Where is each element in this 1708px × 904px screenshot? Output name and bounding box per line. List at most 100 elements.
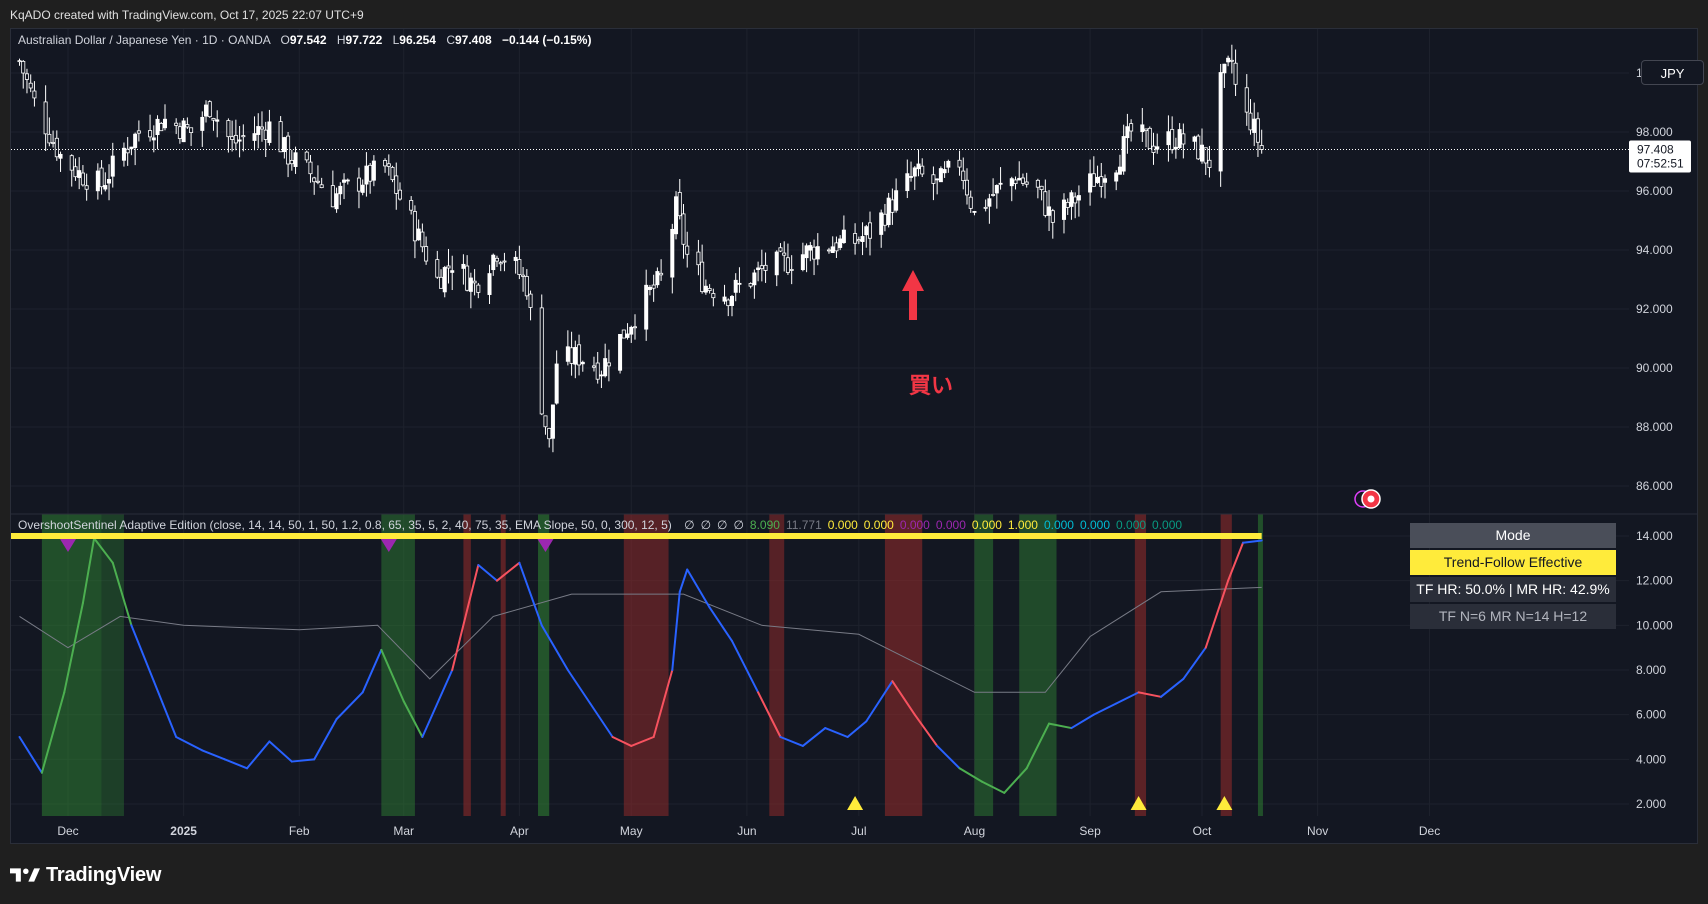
symbol-legend[interactable]: Australian Dollar / Japanese Yen · 1D · … [18,33,591,47]
osc-tick-label: 12.000 [1636,574,1673,588]
trend-zone [974,514,994,816]
oscillator-segment [611,736,633,747]
up-candle [909,176,914,178]
down-candle [312,177,317,183]
down-candle [1181,133,1186,145]
up-candle [905,173,910,192]
oscillator-segment [1204,579,1230,649]
oscillator-segment [936,744,961,770]
down-candle [1229,59,1234,62]
indicator-title[interactable]: OvershootSentinel Adaptive Edition (clos… [18,518,672,532]
down-candle [826,249,831,252]
down-candle [241,135,246,138]
oscillator-segment [313,718,338,761]
oscillator-segment [708,606,733,642]
down-candle [17,60,22,63]
up-candle [162,118,167,129]
up-candle [1061,199,1066,220]
down-candle [834,242,839,252]
down-candle [230,136,235,140]
down-candle [1147,127,1152,149]
up-candle [729,295,734,306]
time-axis[interactable]: Dec 2025 Feb Mar Apr May Jun Jul Aug Sep Oct Nov Dec [57,824,1440,838]
up-candle [774,251,779,276]
price-tick-label: 94.000 [1636,243,1673,257]
oscillator-segment [1242,539,1263,544]
up-candle [204,104,209,117]
down-candle [700,261,705,293]
up-candle [703,285,708,293]
price-axis[interactable]: 86.000 88.000 90.000 92.000 94.000 96.000 98.0… [1636,66,1680,493]
oscillator-segment [1092,702,1118,716]
currency-badge[interactable]: JPY [1641,60,1704,85]
up-candle [998,182,1003,185]
overshoot-zone [500,514,506,816]
down-candle [319,184,324,189]
chart-frame[interactable]: 86.000 88.000 90.000 92.000 94.000 96.000 98.0… [10,28,1704,844]
up-candle [95,170,100,192]
oscillator-segment [980,780,1006,794]
down-candle [1259,145,1264,150]
indicator-value: 0.000 [900,518,930,532]
signal-markers [60,539,1233,810]
oscillator-segment [63,602,84,694]
buy-triangle-icon [1216,796,1233,810]
oscillator-segment [630,736,655,747]
up-candle [1009,178,1014,187]
alert-icon[interactable] [1354,489,1381,509]
down-candle [177,126,182,139]
osc-tick-label: 14.000 [1636,529,1673,543]
down-candle [1013,179,1018,184]
up-candle [342,179,347,183]
indicator-value: 0.000 [972,518,1002,532]
down-candle [439,276,444,289]
down-candle [69,155,74,171]
up-candle [1121,136,1126,172]
down-candle [595,362,600,380]
up-candle [1155,146,1160,150]
up-candle [946,160,951,168]
chart-canvas[interactable]: 86.000 88.000 90.000 92.000 94.000 96.000 98.0… [11,29,1697,843]
down-candle [386,163,391,167]
down-candle [812,246,817,260]
oscillator-segment [40,691,66,774]
buy-annotation: 買い [909,374,954,399]
down-candle [368,164,373,182]
up-candle [670,228,675,278]
time-tick-label: Feb [289,824,310,838]
indicator-legend[interactable]: OvershootSentinel Adaptive Edition (clos… [18,518,1182,532]
up-candle [282,137,287,153]
hit-rates: TF HR: 50.0% | MR HR: 42.9% [1410,577,1616,602]
symbol-name[interactable]: Australian Dollar / Japanese Yen · 1D · … [18,33,271,47]
time-tick-label: Jul [851,824,866,838]
down-candle [1043,191,1048,216]
oscillator-axis[interactable]: 2.000 4.000 6.000 8.000 10.000 12.000 14.000 [1636,529,1673,811]
oscillator-segment [846,720,868,738]
down-candle [681,213,686,245]
up-candle [200,116,205,131]
down-candle [1020,177,1025,184]
down-candle [1035,179,1040,188]
down-candle [1091,173,1096,187]
up-candle [756,267,761,271]
up-candle [450,270,455,273]
oscillator-segment [1227,541,1245,582]
up-candle [267,121,272,143]
down-candle [591,365,596,368]
down-candle [547,427,552,440]
down-candle [539,307,544,415]
grid-lines [11,29,1629,816]
down-candle [920,165,925,175]
up-candle [155,118,160,136]
oscillator-segment [678,568,689,593]
down-candle [528,293,533,308]
down-candle [84,185,89,190]
price-tick-label: 88.000 [1636,420,1673,434]
up-candle [987,198,992,207]
up-candle [1017,177,1022,181]
down-candle [1039,185,1044,190]
up-candle [625,333,630,338]
oscillator-segment [18,736,43,774]
up-candle [1177,129,1182,148]
trend-zone [41,514,102,816]
